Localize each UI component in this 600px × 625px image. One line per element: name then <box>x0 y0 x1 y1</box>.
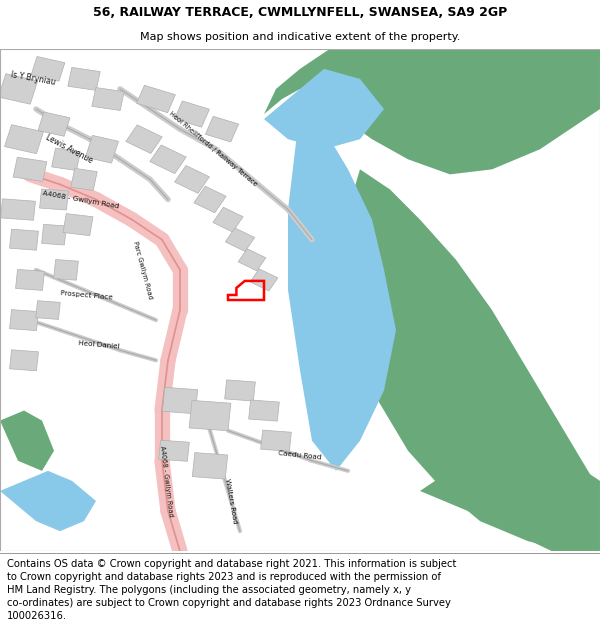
FancyBboxPatch shape <box>248 400 280 421</box>
FancyBboxPatch shape <box>205 116 239 142</box>
Polygon shape <box>264 49 600 174</box>
FancyBboxPatch shape <box>175 166 209 193</box>
Text: A4068 - Gwilym Road: A4068 - Gwilym Road <box>160 445 174 517</box>
FancyBboxPatch shape <box>238 249 266 271</box>
Polygon shape <box>0 471 96 531</box>
FancyBboxPatch shape <box>5 125 43 154</box>
FancyBboxPatch shape <box>53 259 79 280</box>
Polygon shape <box>264 69 384 149</box>
FancyBboxPatch shape <box>0 74 38 104</box>
Text: Prospect Place: Prospect Place <box>61 290 113 300</box>
FancyBboxPatch shape <box>38 112 70 136</box>
FancyBboxPatch shape <box>189 401 231 431</box>
Text: Map shows position and indicative extent of the property.: Map shows position and indicative extent… <box>140 31 460 41</box>
FancyBboxPatch shape <box>158 440 190 461</box>
Text: Heol Rheilffordd / Railway Terrace: Heol Rheilffordd / Railway Terrace <box>168 111 258 188</box>
FancyBboxPatch shape <box>63 214 93 236</box>
FancyBboxPatch shape <box>163 388 197 414</box>
FancyBboxPatch shape <box>194 186 226 213</box>
FancyBboxPatch shape <box>68 68 100 91</box>
FancyBboxPatch shape <box>10 350 38 371</box>
FancyBboxPatch shape <box>41 224 67 245</box>
Text: 56, RAILWAY TERRACE, CWMLLYNFELL, SWANSEA, SA9 2GP: 56, RAILWAY TERRACE, CWMLLYNFELL, SWANSE… <box>93 6 507 19</box>
FancyBboxPatch shape <box>40 189 68 210</box>
FancyBboxPatch shape <box>224 380 256 401</box>
Text: Contains OS data © Crown copyright and database right 2021. This information is : Contains OS data © Crown copyright and d… <box>7 559 457 621</box>
FancyBboxPatch shape <box>10 229 38 250</box>
Text: Parc Gwilym Road: Parc Gwilym Road <box>132 240 154 299</box>
FancyBboxPatch shape <box>71 168 97 191</box>
FancyBboxPatch shape <box>31 56 65 81</box>
Text: A4068 - Gwilym Road: A4068 - Gwilym Road <box>42 190 120 209</box>
FancyBboxPatch shape <box>36 301 60 319</box>
Polygon shape <box>288 109 396 471</box>
FancyBboxPatch shape <box>16 269 44 291</box>
FancyBboxPatch shape <box>10 309 38 331</box>
FancyBboxPatch shape <box>13 158 47 181</box>
Polygon shape <box>420 451 600 551</box>
Polygon shape <box>0 411 54 471</box>
FancyBboxPatch shape <box>175 101 209 127</box>
Text: Is Y Bryniau: Is Y Bryniau <box>10 71 56 88</box>
Polygon shape <box>336 169 600 551</box>
FancyBboxPatch shape <box>85 136 119 163</box>
FancyBboxPatch shape <box>92 88 124 111</box>
FancyBboxPatch shape <box>213 208 243 232</box>
FancyBboxPatch shape <box>250 269 278 291</box>
FancyBboxPatch shape <box>260 430 292 451</box>
Text: Walters Road: Walters Road <box>224 478 238 524</box>
FancyBboxPatch shape <box>126 125 162 154</box>
FancyBboxPatch shape <box>1 199 35 220</box>
FancyBboxPatch shape <box>226 228 254 251</box>
Text: Heol Daniel: Heol Daniel <box>78 341 120 350</box>
FancyBboxPatch shape <box>137 85 175 112</box>
Text: Caedu Road: Caedu Road <box>278 451 322 461</box>
FancyBboxPatch shape <box>193 452 227 479</box>
Text: Lewis Avenue: Lewis Avenue <box>44 133 94 166</box>
FancyBboxPatch shape <box>150 145 186 174</box>
FancyBboxPatch shape <box>52 148 80 171</box>
